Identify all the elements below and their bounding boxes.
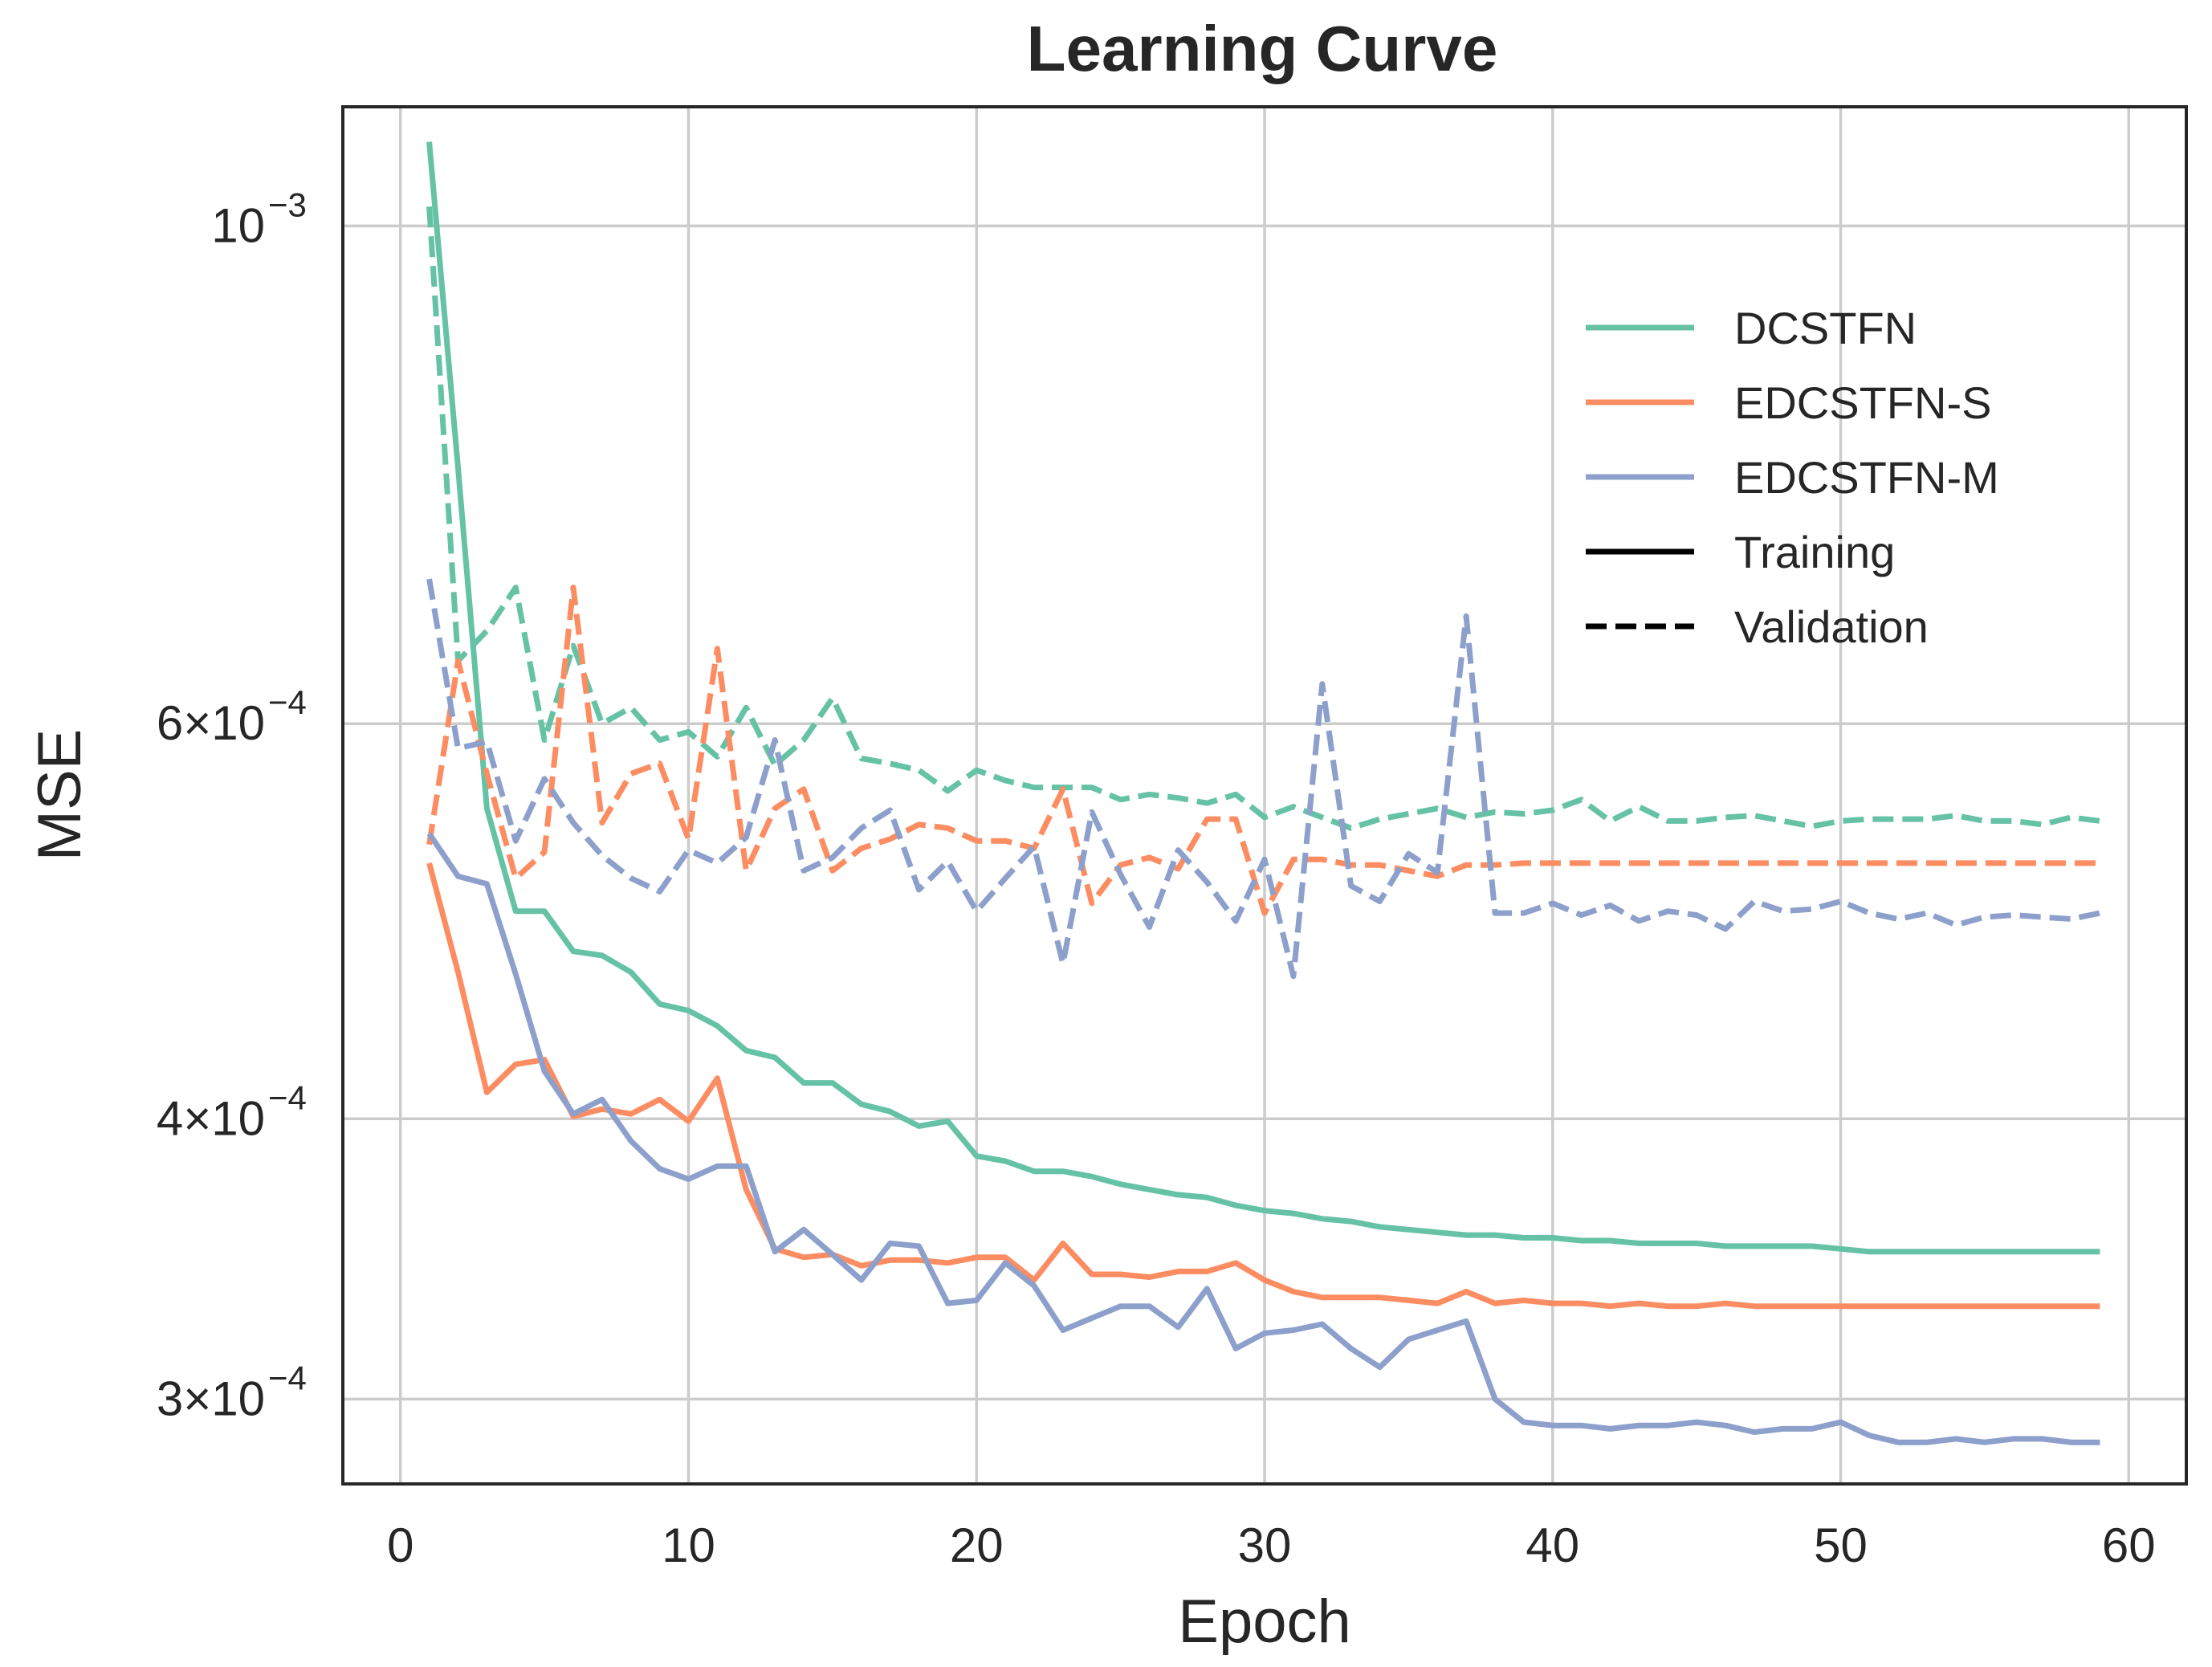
plot-frame [341, 105, 2188, 1486]
y-tick-label: 4×10 [157, 1091, 265, 1145]
series-line-edcstfn-m-validation [426, 578, 2101, 980]
y-tick-label: 10 [211, 198, 265, 252]
y-axis-label: MSE [26, 729, 94, 862]
legend-label-dcstfn: DCSTFN [1734, 303, 1917, 353]
y-tick-exponent: −4 [268, 683, 307, 721]
y-tick-label: 3×10 [157, 1372, 265, 1425]
x-tick-label: 30 [1238, 1518, 1292, 1572]
legend-label-validation: Validation [1734, 601, 1929, 652]
x-tick-label: 60 [2102, 1518, 2156, 1572]
legend-label-edcstfn-m: EDCSTFN-M [1734, 452, 1999, 503]
series-line-dcstfn-training [426, 141, 2100, 1255]
x-tick-label: 0 [387, 1518, 413, 1572]
series-line-edcstfn-m-training [426, 832, 2100, 1445]
x-axis-ticks: 0 10 20 30 40 50 60 [387, 1518, 2156, 1572]
x-tick-label: 20 [950, 1518, 1004, 1572]
legend: DCSTFN EDCSTFN-S EDCSTFN-M Training Validati… [1586, 303, 1999, 652]
series-line-dcstfn-validation [426, 206, 2100, 831]
x-tick-label: 40 [1526, 1518, 1579, 1572]
x-axis-label: Epoch [1178, 1588, 1351, 1656]
chart-title: Learning Curve [1027, 13, 1498, 84]
y-tick-exponent: −3 [268, 185, 307, 223]
x-tick-label: 50 [1814, 1518, 1868, 1572]
series-line-edcstfn-s-training [426, 862, 2100, 1310]
series-line-edcstfn-s-validation [426, 585, 2100, 916]
x-tick-label: 10 [662, 1518, 715, 1572]
y-axis-ticks: 10 −36×10 −44×10 −43×10 −4 [157, 185, 307, 1425]
y-tick-exponent: −4 [268, 1359, 307, 1396]
plot-lines [426, 141, 2101, 1445]
legend-label-training: Training [1734, 527, 1895, 577]
y-tick-label: 6×10 [157, 696, 265, 750]
y-tick-exponent: −4 [268, 1078, 307, 1116]
grid [343, 107, 2186, 1484]
legend-label-edcstfn-s: EDCSTFN-S [1734, 377, 1991, 428]
